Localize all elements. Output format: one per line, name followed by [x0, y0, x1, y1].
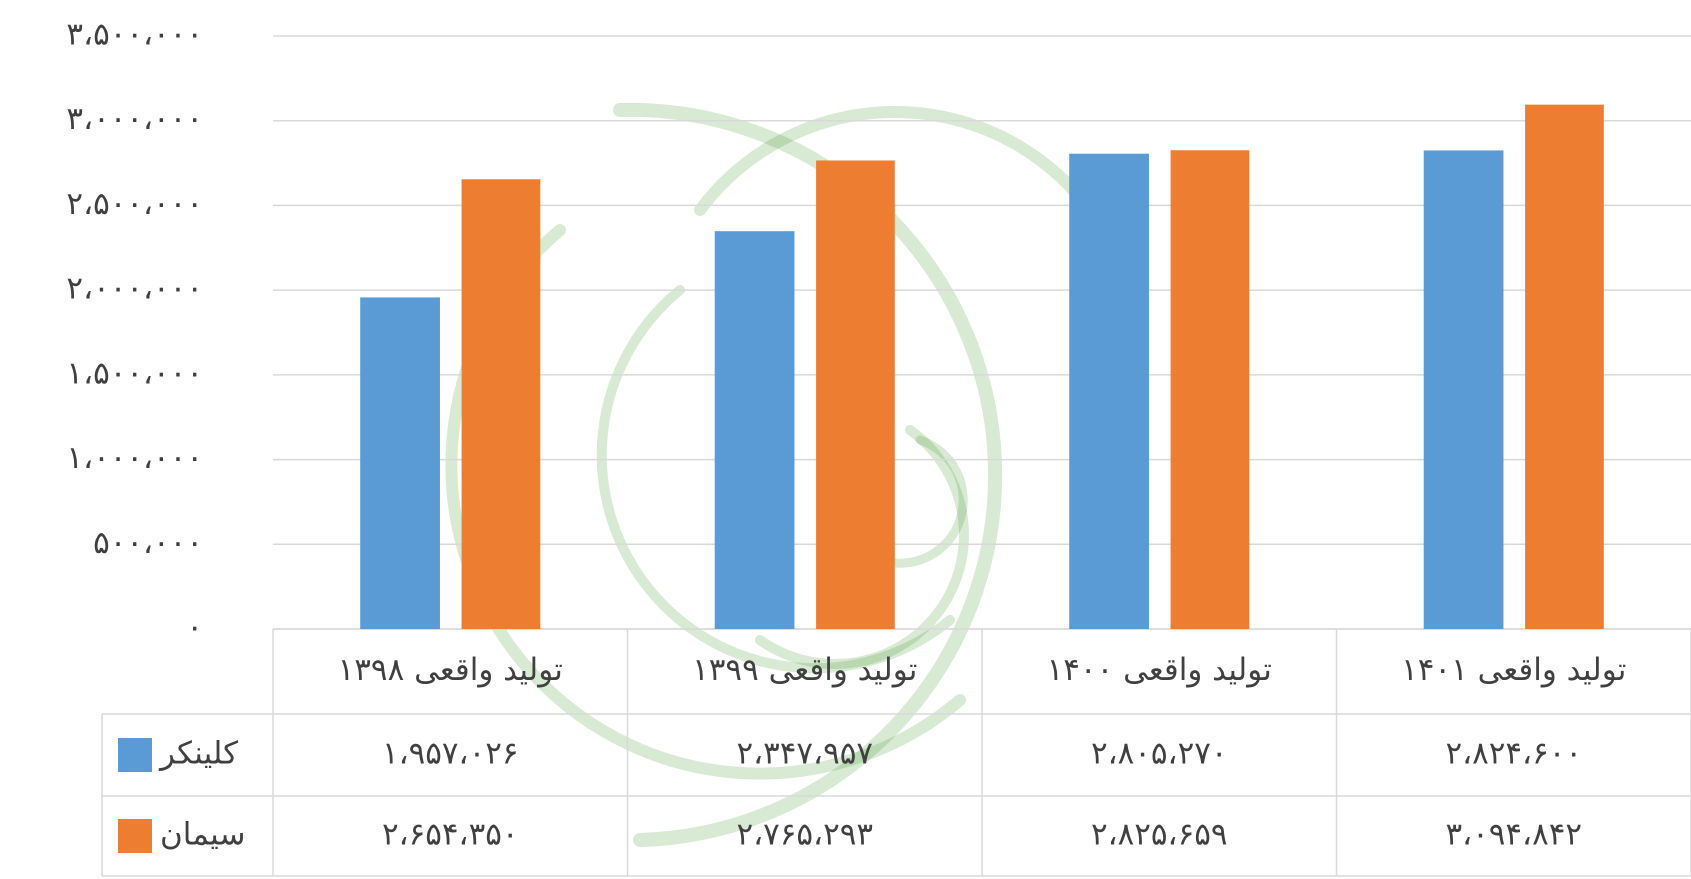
bar: [1423, 150, 1504, 629]
y-tick-label: ۳،۵۰۰،۰۰۰: [66, 17, 203, 53]
bar: [461, 179, 541, 629]
y-tick-label: ۲،۰۰۰،۰۰۰: [66, 271, 203, 307]
table-value: ۲،۸۲۵،۶۵۹: [1091, 817, 1228, 853]
y-tick-label: ۳،۰۰۰،۰۰۰: [66, 101, 203, 137]
bar: [1069, 153, 1149, 630]
bar: [1525, 104, 1604, 630]
legend-label: کلینکر: [158, 736, 238, 772]
x-tick-label: تولید واقعی ۱۳۹۹: [692, 652, 917, 688]
x-tick-label: تولید واقعی ۱۳۹۸: [338, 652, 563, 688]
x-tick-label: تولید واقعی ۱۴۰۱: [1401, 652, 1626, 688]
y-tick-label: ۲،۵۰۰،۰۰۰: [66, 186, 203, 222]
legend-swatch: [118, 738, 152, 772]
x-tick-label: تولید واقعی ۱۴۰۰: [1047, 652, 1272, 688]
bar: [1170, 150, 1250, 630]
y-tick-label: ۱،۰۰۰،۰۰۰: [66, 440, 203, 476]
table-value: ۲،۸۰۵،۲۷۰: [1091, 736, 1228, 772]
table-value: ۲،۶۵۴،۳۵۰: [382, 817, 519, 853]
watermark: [445, 102, 1144, 847]
y-tick-label: ۵۰۰،۰۰۰: [93, 525, 203, 561]
table-value: ۱،۹۵۷،۰۲۶: [382, 736, 519, 772]
bar: [360, 297, 440, 629]
table-value: ۳،۰۹۴،۸۴۲: [1445, 817, 1582, 853]
table-value: ۲،۸۲۴،۶۰۰: [1445, 736, 1582, 772]
y-tick-label: ۰: [186, 610, 203, 646]
legend-label: سیمان: [160, 817, 245, 853]
legend-swatch: [118, 819, 152, 853]
bar: [816, 160, 895, 630]
table-value: ۲،۳۴۷،۹۵۷: [736, 736, 873, 772]
y-tick-label: ۱،۵۰۰،۰۰۰: [66, 355, 203, 391]
bar: [714, 231, 795, 629]
table-value: ۲،۷۶۵،۲۹۳: [736, 817, 873, 853]
